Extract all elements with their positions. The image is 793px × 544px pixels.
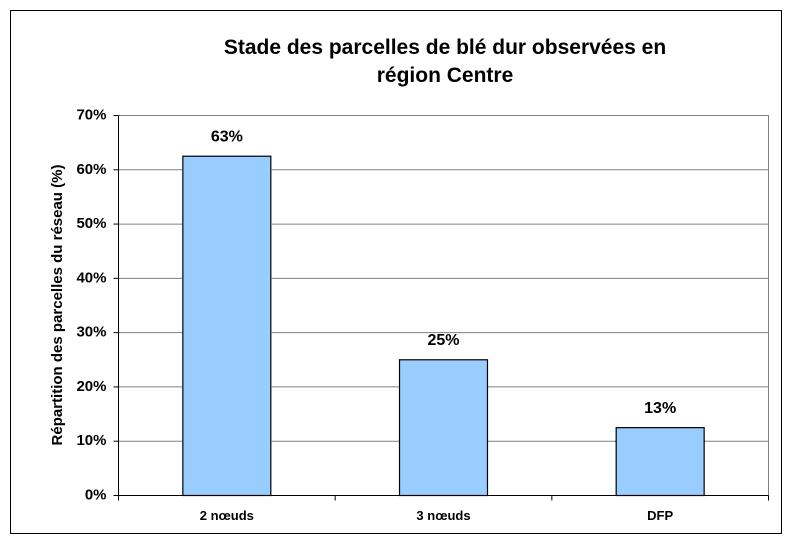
y-tick-label: 70% [76, 106, 106, 123]
data-label: 63% [211, 128, 243, 145]
x-tick-label: 2 nœuds [200, 508, 254, 523]
data-label: 25% [427, 332, 459, 349]
y-tick-label: 20% [76, 378, 106, 395]
y-tick-label: 60% [76, 161, 106, 178]
bar [182, 155, 272, 497]
bar [398, 359, 489, 497]
y-tick-label: 30% [76, 324, 106, 341]
data-label: 13% [644, 400, 676, 417]
y-tick-label: 50% [76, 215, 106, 232]
x-tick-label: 3 nœuds [416, 508, 470, 523]
y-axis-label: Répartition des parcelles du réseau (%) [49, 165, 66, 446]
x-tick-label: DFP [647, 508, 673, 523]
y-tick-label: 0% [85, 486, 107, 503]
y-tick-label: 40% [76, 269, 106, 286]
y-tick-label: 10% [76, 432, 106, 449]
chart-title: Stade des parcelles de blé dur observées… [223, 36, 667, 87]
bar [615, 427, 705, 497]
